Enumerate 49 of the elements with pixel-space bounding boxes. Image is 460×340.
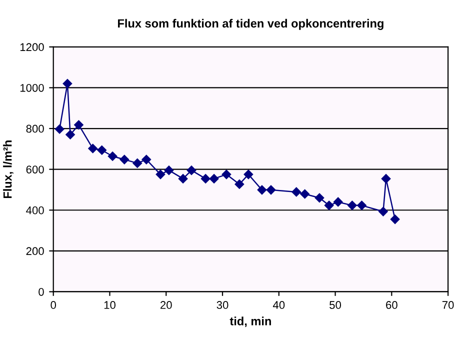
point xyxy=(300,189,310,199)
point xyxy=(66,130,75,140)
point xyxy=(164,166,174,175)
point xyxy=(108,152,118,161)
y-tick-label: 400 xyxy=(26,206,44,214)
point xyxy=(324,200,334,210)
point xyxy=(186,166,196,175)
y-tick-label: 0 xyxy=(38,288,44,296)
point xyxy=(348,200,357,210)
y-tick-label: 1200 xyxy=(20,43,44,52)
point xyxy=(257,185,267,195)
y-tick-label: 1000 xyxy=(20,84,44,92)
y-tick-label: 800 xyxy=(26,124,44,133)
point xyxy=(292,187,301,197)
x-tick-label: 0 xyxy=(50,301,56,309)
y-axis-title: Flux, l/m²h xyxy=(3,140,14,198)
x-tick-label: 10 xyxy=(104,301,116,309)
x-tick-label: 30 xyxy=(216,301,228,309)
point xyxy=(120,154,130,164)
point xyxy=(88,144,98,154)
x-tick-label: 40 xyxy=(272,301,285,309)
point xyxy=(74,120,84,130)
point xyxy=(54,124,64,134)
y-tick-label: 600 xyxy=(26,166,44,174)
x-axis-title: tid, min xyxy=(230,316,271,328)
point xyxy=(178,174,188,184)
point xyxy=(244,170,254,180)
point xyxy=(209,174,219,184)
point xyxy=(390,214,400,224)
point xyxy=(222,170,232,180)
point xyxy=(378,206,388,216)
point xyxy=(234,180,244,189)
x-tick-label: 50 xyxy=(330,301,342,309)
point xyxy=(97,146,106,155)
x-tick-label: 20 xyxy=(160,301,172,309)
point xyxy=(333,197,343,207)
x-tick-label: 70 xyxy=(442,301,454,309)
point xyxy=(156,170,166,180)
point xyxy=(314,193,324,203)
point xyxy=(381,174,391,184)
chart-title: Flux som funktion af tiden ved opkoncentrering xyxy=(118,18,384,30)
point xyxy=(357,200,366,210)
point xyxy=(132,158,142,168)
point xyxy=(266,185,276,195)
point xyxy=(142,154,152,164)
y-tick-label: 200 xyxy=(26,247,44,256)
x-tick-label: 60 xyxy=(386,301,398,309)
point xyxy=(200,174,210,184)
point xyxy=(62,79,72,88)
